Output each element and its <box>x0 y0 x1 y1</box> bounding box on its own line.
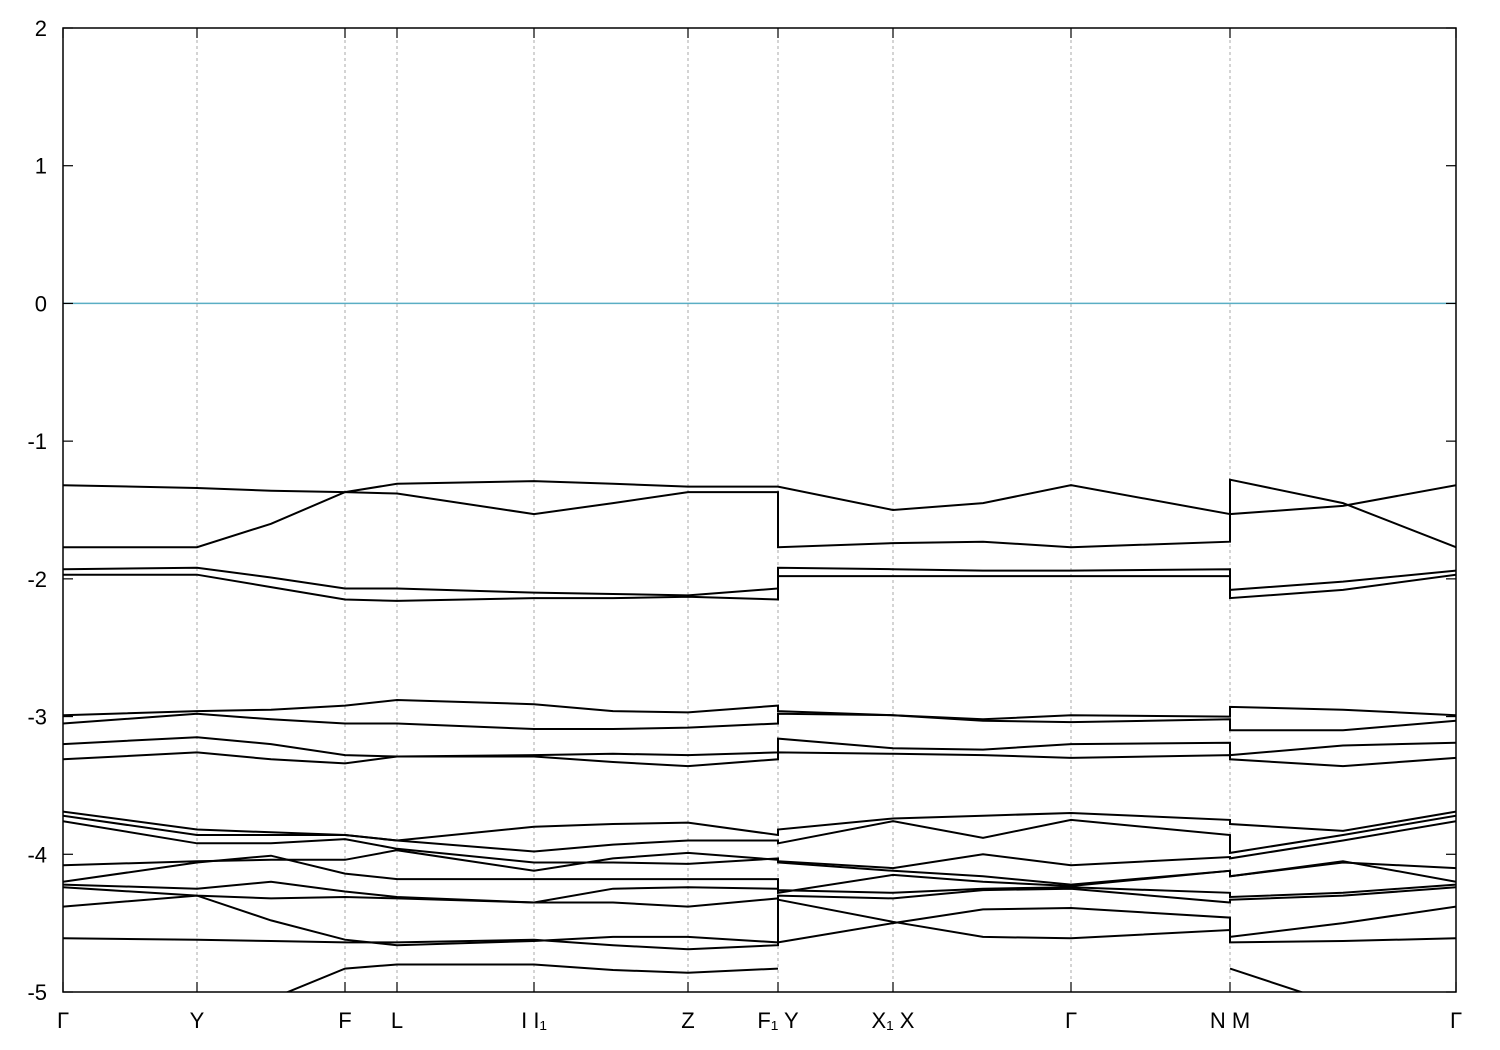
y-tick-label: -2 <box>27 567 47 592</box>
x-tick-label: N M <box>1210 1008 1250 1033</box>
band-line <box>285 963 1305 992</box>
band-line <box>63 751 1456 768</box>
band-line <box>63 566 1456 597</box>
grid <box>196 28 1231 992</box>
y-tick-label: 1 <box>35 154 47 179</box>
y-tick-label: 0 <box>35 291 47 316</box>
x-tick-label: Y <box>190 1008 205 1033</box>
band-line <box>63 894 1456 947</box>
bands <box>63 302 1456 992</box>
y-tick-label: -3 <box>27 705 47 730</box>
band-line <box>63 573 1456 602</box>
plot-frame <box>62 27 1457 993</box>
band-line <box>63 698 1456 721</box>
x-tick-label: L <box>391 1008 403 1033</box>
band-line <box>63 820 1456 870</box>
band-line <box>63 484 1456 549</box>
x-tick-label: F₁ Y <box>757 1008 799 1033</box>
band-line <box>63 712 1456 732</box>
x-tick-label: X₁ X <box>872 1008 915 1033</box>
x-tick-label: Γ <box>1065 1008 1077 1033</box>
band-line <box>63 880 1456 904</box>
x-tick-label: Γ <box>57 1008 69 1033</box>
band-line <box>63 886 1456 908</box>
band-line <box>63 854 1456 894</box>
y-tick-label: -4 <box>27 842 47 867</box>
band-line <box>63 906 1456 951</box>
y-tick-label: 2 <box>35 16 47 41</box>
y-tick-label: -5 <box>27 980 47 1005</box>
y-tick-label: -1 <box>27 429 47 454</box>
x-tick-label: Γ <box>1450 1008 1462 1033</box>
band-line <box>63 814 1456 855</box>
band-line <box>63 736 1456 758</box>
x-tick-label: I I₁ <box>521 1008 547 1033</box>
x-tick-label: F <box>338 1008 351 1033</box>
band-line <box>63 478 1456 549</box>
axes: -5 -4 -3 -2 -1 0 1 2 Γ Y F L I I₁ Z F₁ Y X₁ X Γ N M Γ <box>27 16 1462 1033</box>
band-line <box>63 810 1456 842</box>
x-tick-label: Z <box>681 1008 694 1033</box>
